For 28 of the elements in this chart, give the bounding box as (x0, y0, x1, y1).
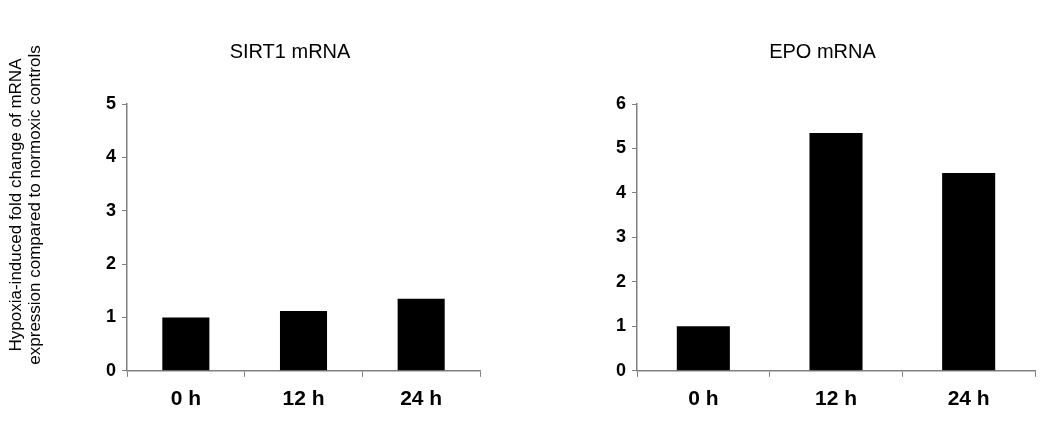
bar (397, 298, 445, 371)
y-tick-label: 1 (616, 315, 627, 336)
bar (809, 132, 863, 371)
bar (279, 311, 328, 371)
y-axis-title: Hypoxia-induced fold change of mRNA expression compared to normoxic controls (6, 44, 44, 367)
y-tick-label: 6 (616, 92, 627, 113)
y-tick-label: 0 (616, 359, 627, 380)
y-tick-label: 5 (616, 137, 627, 158)
bar (676, 326, 730, 371)
bar (162, 317, 210, 371)
chart-title: EPO mRNA (769, 39, 877, 62)
y-tick-label: 1 (106, 306, 117, 327)
x-tick-label: 24 h (947, 386, 990, 410)
y-tick-label: 2 (106, 253, 117, 274)
y-tick-label: 5 (106, 92, 117, 113)
y-tick-label: 2 (616, 270, 627, 291)
chart-title: SIRT1 mRNA (229, 39, 352, 62)
y-tick-label: 4 (616, 181, 627, 202)
x-tick-label: 12 h (814, 386, 858, 410)
x-tick-label: 0 h (170, 386, 202, 410)
y-tick-label: 4 (106, 146, 117, 167)
y-tick-label: 3 (106, 199, 117, 220)
bar (942, 172, 996, 371)
x-tick-label: 12 h (282, 386, 325, 410)
y-tick-label: 3 (616, 226, 627, 247)
y-tick-label: 0 (106, 359, 117, 380)
x-tick-label: 0 h (688, 386, 719, 410)
x-tick-label: 24 h (400, 386, 443, 410)
